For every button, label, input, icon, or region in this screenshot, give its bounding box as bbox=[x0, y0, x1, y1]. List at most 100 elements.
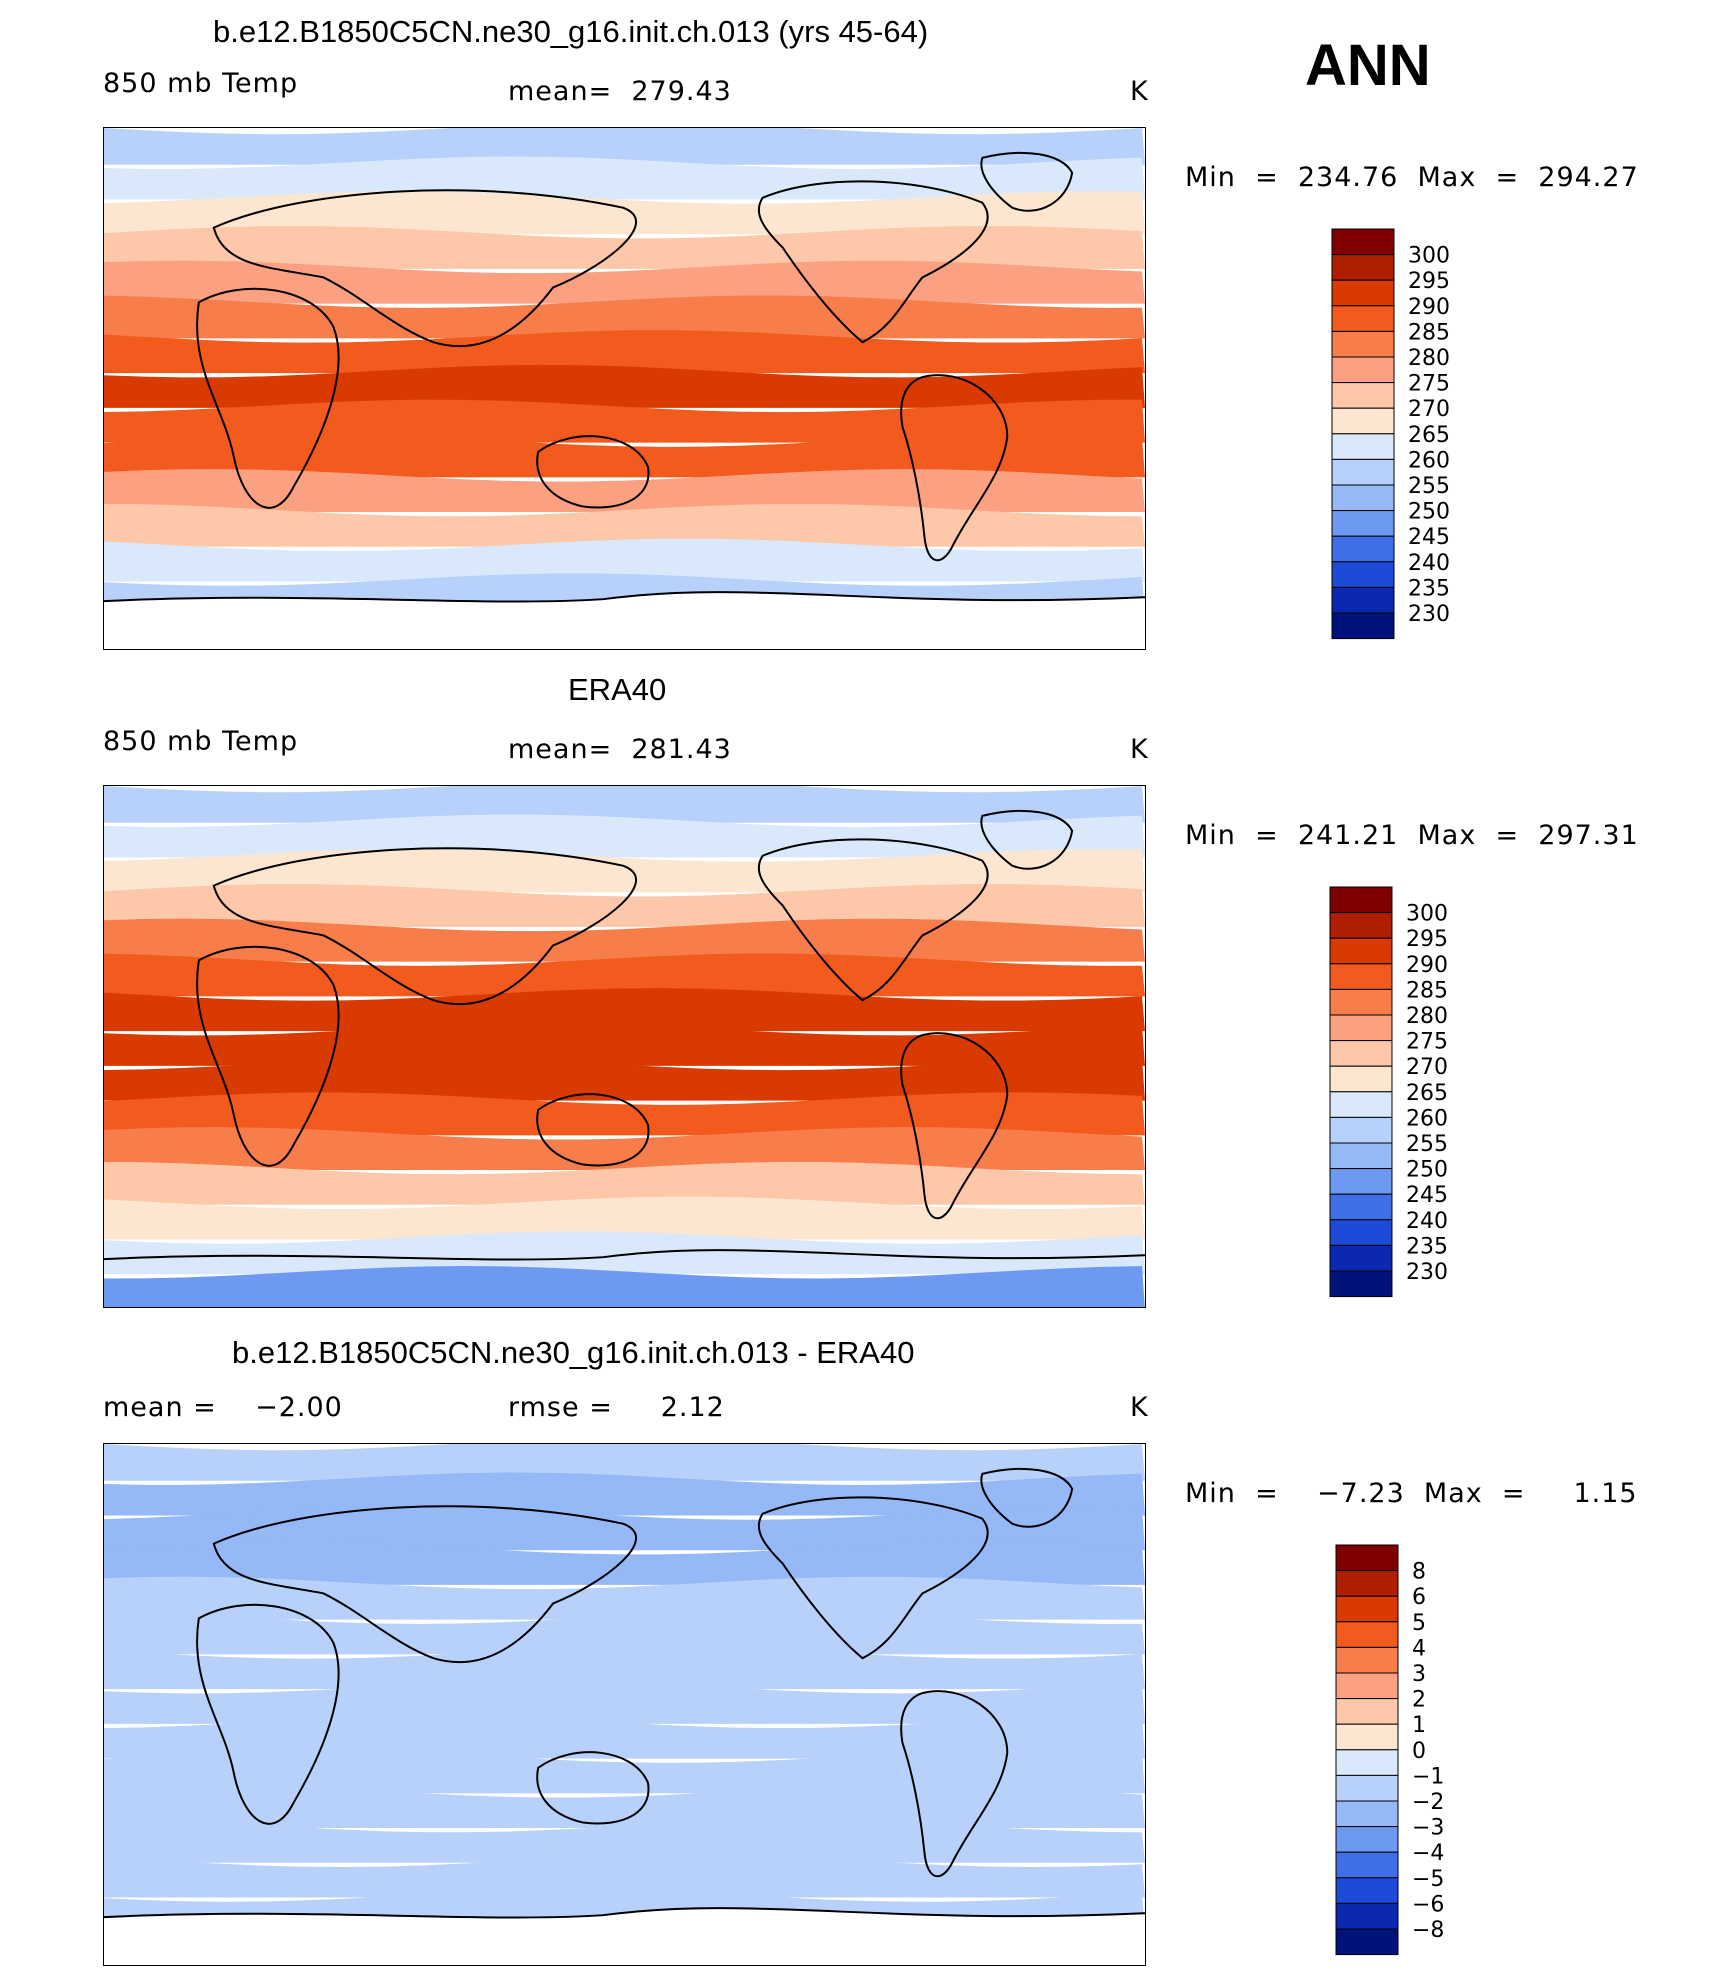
colorbar-tick-label: 250 bbox=[1406, 1158, 1448, 1183]
map-band bbox=[104, 1161, 1145, 1205]
panel1-mean-label: mean= 279.43 bbox=[508, 76, 732, 107]
panel2-minmax: Min = 241.21 Max = 297.31 bbox=[1185, 820, 1639, 851]
map-band bbox=[104, 1196, 1145, 1240]
panel1-title: b.e12.B1850C5CN.ne30_g16.init.ch.013 (yr… bbox=[213, 14, 929, 49]
coastline bbox=[980, 809, 1074, 870]
colorbar-box bbox=[1335, 1595, 1399, 1623]
panel2-map-svg bbox=[104, 786, 1145, 1307]
map-band bbox=[104, 1541, 1145, 1585]
colorbar-box bbox=[1331, 458, 1395, 486]
colorbar-box bbox=[1329, 1091, 1393, 1118]
colorbar-tick-label: 240 bbox=[1408, 551, 1450, 576]
panel3-minmax: Min = −7.23 Max = 1.15 bbox=[1185, 1478, 1638, 1509]
coastline bbox=[212, 1505, 637, 1664]
map-band bbox=[104, 1092, 1145, 1136]
colorbar-tick-label: 255 bbox=[1408, 474, 1450, 499]
colorbar-box bbox=[1329, 1065, 1393, 1093]
colorbar-tick-label: −4 bbox=[1412, 1841, 1444, 1866]
colorbar-tick-label: 295 bbox=[1408, 269, 1450, 294]
coastline bbox=[212, 847, 637, 1006]
colorbar-box bbox=[1335, 1570, 1399, 1597]
colorbar-tick-label: 8 bbox=[1412, 1560, 1426, 1585]
panel1-units-label: K bbox=[1130, 76, 1149, 107]
coastline bbox=[757, 180, 989, 344]
colorbar-box bbox=[1329, 1116, 1393, 1144]
colorbar-box bbox=[1335, 1877, 1399, 1904]
colorbar-box bbox=[1335, 1749, 1399, 1776]
map-band bbox=[104, 1266, 1145, 1307]
colorbar-box bbox=[1331, 535, 1395, 563]
colorbar-tick-label: 300 bbox=[1406, 902, 1448, 927]
panel1-map-svg bbox=[104, 128, 1145, 649]
colorbar-box bbox=[1331, 510, 1395, 537]
map-band bbox=[104, 1127, 1145, 1171]
colorbar-tick-label: 245 bbox=[1406, 1183, 1448, 1208]
colorbar-tick-label: 5 bbox=[1412, 1611, 1426, 1636]
colorbar-tick-label: 260 bbox=[1406, 1106, 1448, 1131]
colorbar-tick-label: 290 bbox=[1406, 953, 1448, 978]
colorbar-box bbox=[1329, 963, 1393, 990]
map-band bbox=[104, 1472, 1145, 1516]
colorbar-tick-label: 280 bbox=[1406, 1004, 1448, 1029]
season-label: ANN bbox=[1305, 33, 1431, 98]
colorbar-box bbox=[1329, 988, 1393, 1016]
coastline bbox=[980, 151, 1074, 212]
colorbar-tick-label: 245 bbox=[1408, 525, 1450, 550]
coastline bbox=[536, 1751, 650, 1825]
map-band bbox=[104, 128, 1145, 165]
panel3-rmse-label: rmse = 2.12 bbox=[508, 1392, 725, 1423]
colorbar-box bbox=[1335, 1698, 1399, 1725]
coastline bbox=[536, 1093, 650, 1167]
colorbar-box bbox=[1335, 1672, 1399, 1700]
colorbar-tick-label: 230 bbox=[1406, 1260, 1448, 1285]
map-band bbox=[104, 1022, 1145, 1066]
colorbar-box bbox=[1329, 1014, 1393, 1042]
map-band bbox=[104, 260, 1145, 304]
colorbar-box bbox=[1331, 586, 1395, 614]
colorbar-box bbox=[1331, 382, 1395, 409]
colorbar-tick-label: 235 bbox=[1408, 576, 1450, 601]
panel2-colorbar: 300 295 290 285 280 275 270 265 260 255 250 245 240 2… bbox=[1329, 886, 1530, 1301]
map-band bbox=[104, 469, 1145, 513]
panel1-minmax: Min = 234.76 Max = 294.27 bbox=[1185, 162, 1639, 193]
map-band bbox=[104, 191, 1145, 235]
panel3-mean-label: mean = −2.00 bbox=[103, 1392, 343, 1423]
coastline bbox=[980, 1467, 1074, 1528]
antarctica-coastline bbox=[104, 1249, 1145, 1261]
panel2-map bbox=[103, 785, 1146, 1308]
colorbar-box bbox=[1335, 1774, 1399, 1802]
panel3-title: b.e12.B1850C5CN.ne30_g16.init.ch.013 - E… bbox=[232, 1335, 915, 1370]
colorbar-tick-label: −8 bbox=[1412, 1918, 1444, 1943]
colorbar-box bbox=[1329, 937, 1393, 965]
panel3-units-label: K bbox=[1130, 1392, 1149, 1423]
colorbar-box bbox=[1329, 1244, 1393, 1272]
map-band bbox=[104, 225, 1145, 269]
map-band bbox=[104, 1646, 1145, 1690]
colorbar-box bbox=[1335, 1928, 1399, 1956]
map-band bbox=[104, 814, 1145, 858]
colorbar-tick-label: 235 bbox=[1406, 1234, 1448, 1259]
colorbar-box bbox=[1331, 433, 1395, 460]
coastline bbox=[757, 838, 989, 1002]
map-band bbox=[104, 786, 1145, 823]
colorbar-box bbox=[1331, 407, 1395, 435]
colorbar-box bbox=[1335, 1621, 1399, 1648]
colorbar-box bbox=[1335, 1902, 1399, 1930]
colorbar-box bbox=[1329, 886, 1393, 914]
map-band bbox=[104, 503, 1145, 547]
colorbar-box bbox=[1335, 1826, 1399, 1853]
colorbar-box bbox=[1329, 1219, 1393, 1246]
map-band bbox=[104, 1715, 1145, 1759]
colorbar-tick-label: 275 bbox=[1406, 1030, 1448, 1055]
colorbar-box bbox=[1335, 1646, 1399, 1674]
map-band bbox=[104, 1444, 1145, 1481]
colorbar-box bbox=[1329, 1193, 1393, 1221]
map-band bbox=[104, 988, 1145, 1032]
colorbar-tick-label: 295 bbox=[1406, 927, 1448, 952]
map-band bbox=[104, 883, 1145, 927]
panel1-variable-label: 850 mb Temp bbox=[103, 68, 299, 99]
colorbar-tick-label: 285 bbox=[1408, 320, 1450, 345]
panel1-colorbar: 300 295 290 285 280 275 270 265 260 255 250 245 240 2… bbox=[1331, 228, 1532, 643]
colorbar-box bbox=[1329, 912, 1393, 939]
map-band bbox=[104, 1750, 1145, 1794]
